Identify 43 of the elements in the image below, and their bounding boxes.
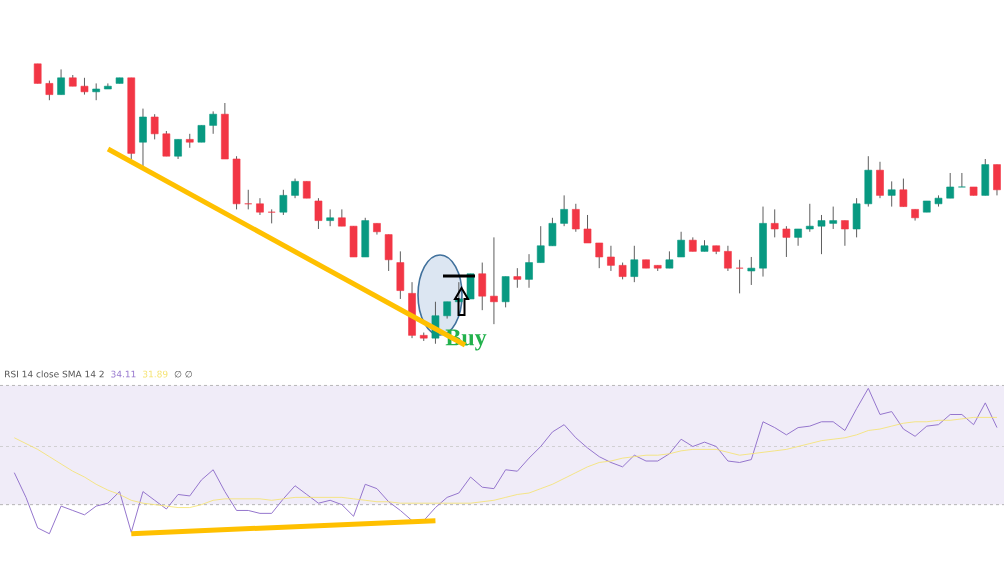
candlestick — [782, 225, 791, 258]
candlestick — [45, 80, 54, 101]
candlestick — [291, 178, 299, 199]
candlestick — [770, 208, 779, 238]
candlestick — [887, 180, 896, 208]
chart-title: RSI 14 close SMA 14 2 — [5, 370, 104, 378]
candlestick — [946, 172, 954, 199]
candlestick — [162, 130, 171, 157]
candlestick — [841, 220, 849, 247]
candlestick — [630, 245, 639, 283]
candlestick — [607, 245, 615, 272]
candlestick — [583, 214, 592, 244]
candlestick — [595, 242, 604, 269]
candlestick — [478, 262, 487, 311]
candlestick — [747, 256, 756, 286]
candlestick — [560, 194, 568, 227]
candlestick — [279, 189, 288, 216]
candlestick — [209, 110, 217, 135]
candlestick — [829, 206, 838, 230]
candlestick — [57, 68, 65, 96]
candlestick — [817, 214, 826, 255]
candlestick — [536, 225, 545, 264]
candlestick — [958, 172, 966, 188]
candlestick — [724, 245, 732, 272]
text: ∅ ∅ — [174, 370, 192, 378]
candlestick — [677, 231, 685, 258]
candlestick — [572, 203, 580, 233]
candlestick — [525, 253, 533, 289]
candlestick — [794, 228, 802, 247]
text: 31.89 — [143, 370, 168, 378]
candlestick — [314, 197, 323, 230]
candlestick — [338, 208, 346, 227]
candlestick — [256, 197, 264, 216]
candlestick — [513, 267, 522, 289]
candlestick — [33, 63, 42, 84]
candlestick — [548, 217, 557, 247]
text: 34.11 — [111, 370, 136, 378]
candlestick — [899, 178, 908, 208]
candlestick — [104, 82, 112, 90]
candlestick — [490, 236, 498, 325]
candlestick — [174, 138, 182, 160]
candlestick — [150, 113, 159, 140]
candlestick — [805, 203, 814, 233]
